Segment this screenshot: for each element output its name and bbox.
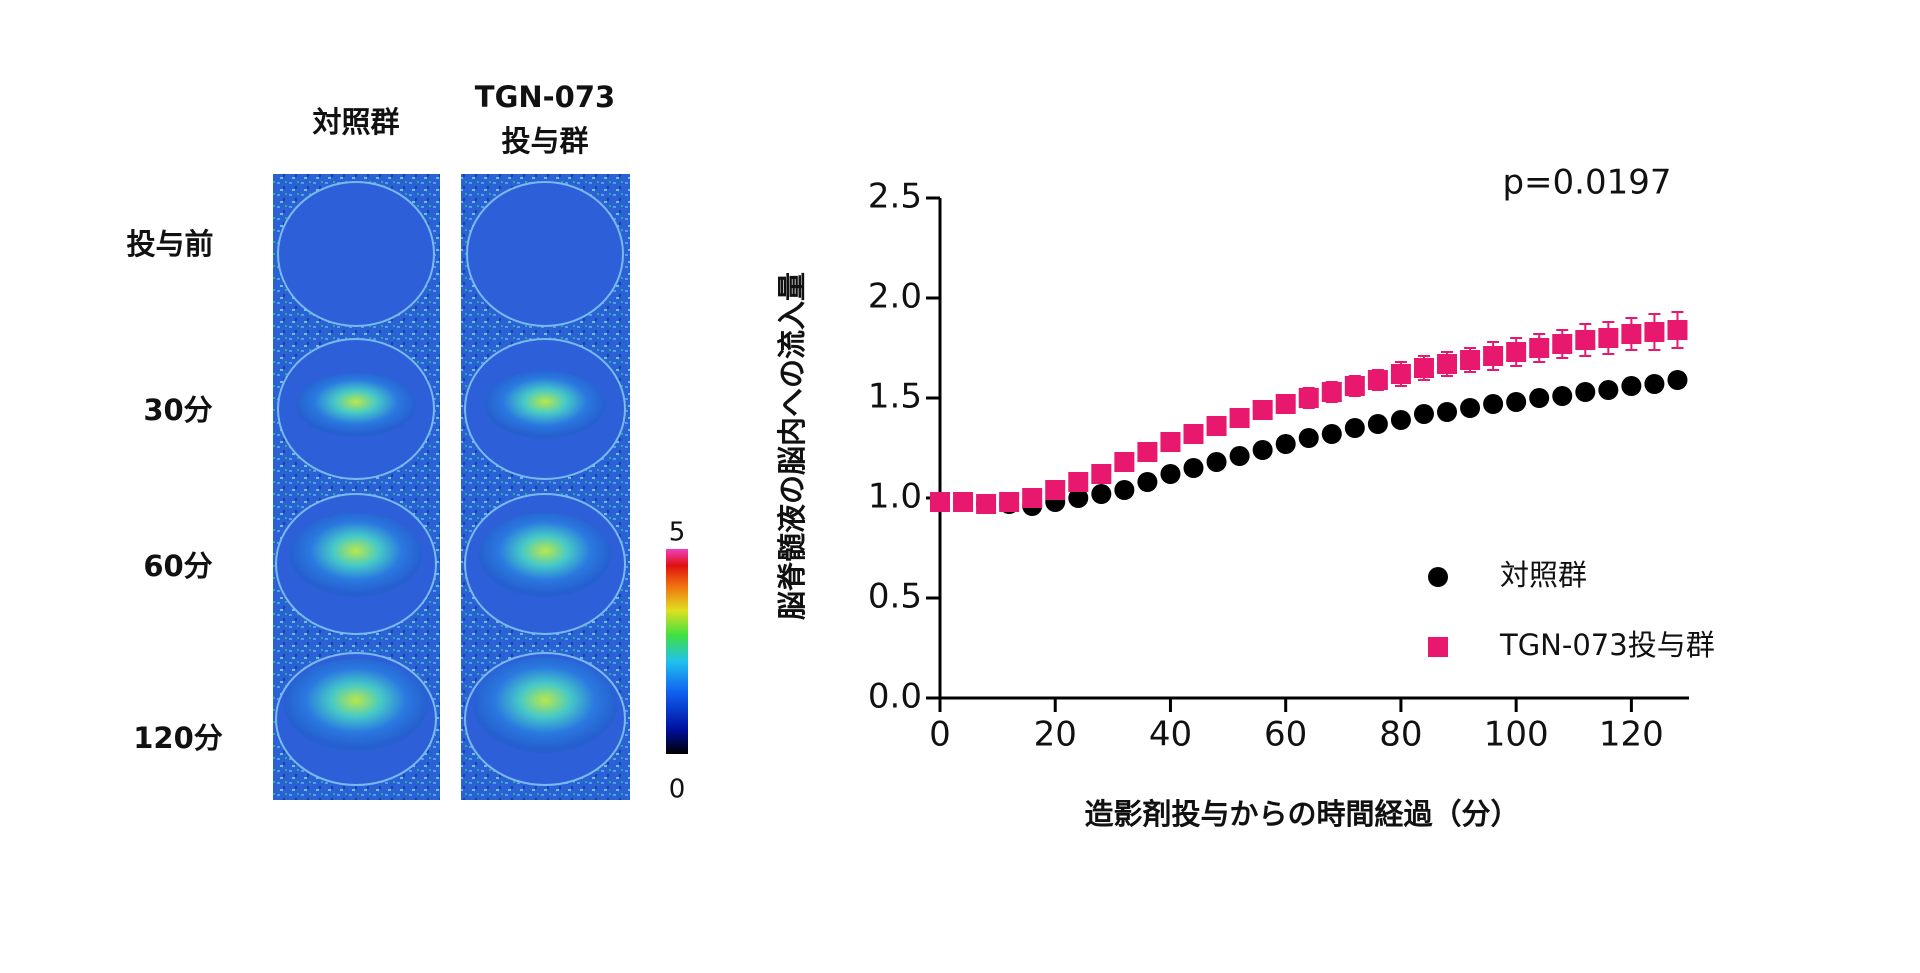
legend-label: TGN-073投与群 bbox=[1499, 628, 1715, 662]
data-point bbox=[1437, 402, 1458, 422]
data-point bbox=[1206, 452, 1227, 472]
data-point bbox=[1091, 464, 1112, 484]
data-point bbox=[1529, 338, 1550, 358]
data-point bbox=[1367, 414, 1388, 434]
data-point bbox=[1183, 424, 1204, 444]
data-point bbox=[1344, 418, 1365, 438]
x-axis-label: 造影剤投与からの時間経過（分） bbox=[1084, 797, 1519, 831]
x-tick-label: 120 bbox=[1599, 715, 1664, 755]
data-point bbox=[1183, 458, 1204, 478]
column-header: TGN-073 bbox=[475, 80, 615, 114]
data-point bbox=[1275, 434, 1296, 454]
data-point bbox=[1413, 358, 1434, 378]
data-point bbox=[1114, 480, 1135, 500]
data-point bbox=[1621, 376, 1642, 396]
data-point bbox=[1160, 432, 1181, 452]
x-tick-label: 40 bbox=[1149, 715, 1192, 755]
data-point bbox=[1506, 342, 1527, 362]
data-point bbox=[1252, 400, 1273, 420]
data-point bbox=[1022, 488, 1043, 508]
data-point bbox=[1298, 428, 1319, 448]
x-tick-label: 60 bbox=[1264, 715, 1307, 755]
y-tick-label: 2.5 bbox=[868, 177, 922, 217]
data-point bbox=[1413, 404, 1434, 424]
data-point bbox=[1390, 364, 1411, 384]
x-tick-label: 80 bbox=[1379, 715, 1422, 755]
data-point bbox=[1137, 472, 1158, 492]
y-tick-label: 2.0 bbox=[868, 277, 922, 317]
data-point bbox=[1252, 440, 1273, 460]
row-label: 投与前 bbox=[126, 227, 213, 261]
data-point bbox=[1644, 322, 1665, 342]
data-point bbox=[1344, 376, 1365, 396]
data-point bbox=[1552, 386, 1573, 406]
data-point bbox=[1229, 446, 1250, 466]
data-point bbox=[1460, 398, 1481, 418]
data-point bbox=[1598, 328, 1619, 348]
data-point bbox=[1321, 424, 1342, 444]
data-point bbox=[930, 492, 950, 512]
y-tick-label: 1.5 bbox=[868, 377, 922, 417]
legend-marker bbox=[1428, 637, 1448, 657]
legend-marker bbox=[1428, 567, 1448, 587]
chart: p=0.0197 脳脊髄液の脳内への流入量 造影剤投与からの時間経過（分） bbox=[775, 163, 1672, 832]
data-point bbox=[1390, 410, 1411, 430]
column-header: 投与群 bbox=[501, 124, 588, 158]
data-point bbox=[1667, 370, 1688, 390]
colorbar-label: 0 bbox=[669, 775, 686, 805]
data-point bbox=[999, 492, 1020, 512]
data-point bbox=[1506, 392, 1527, 412]
data-point bbox=[1575, 382, 1596, 402]
data-point bbox=[1275, 394, 1296, 414]
data-point bbox=[1644, 374, 1665, 394]
column-header: 対照群 bbox=[312, 105, 399, 139]
data-point bbox=[1437, 354, 1458, 374]
x-tick-label: 20 bbox=[1034, 715, 1077, 755]
data-point bbox=[1598, 380, 1619, 400]
data-point bbox=[1137, 442, 1158, 462]
data-point bbox=[1068, 488, 1089, 508]
x-tick-label: 100 bbox=[1484, 715, 1549, 755]
data-point bbox=[976, 494, 997, 514]
data-point bbox=[1045, 480, 1066, 500]
data-point bbox=[1321, 382, 1342, 402]
row-label: 60分 bbox=[143, 549, 212, 583]
data-point bbox=[1552, 334, 1573, 354]
y-tick-label: 0.5 bbox=[868, 577, 922, 617]
row-label: 120分 bbox=[133, 721, 223, 755]
data-point bbox=[1206, 416, 1227, 436]
data-point bbox=[1667, 320, 1688, 340]
legend-label: 対照群 bbox=[1500, 558, 1587, 592]
data-point bbox=[1483, 394, 1504, 414]
y-axis-label: 脳脊髄液の脳内への流入量 bbox=[775, 272, 809, 620]
data-point bbox=[1091, 484, 1112, 504]
x-tick-label: 0 bbox=[929, 715, 951, 755]
data-point bbox=[953, 492, 974, 512]
data-point bbox=[1460, 350, 1481, 370]
data-point bbox=[1229, 408, 1250, 428]
colorbar-label: 5 bbox=[669, 518, 686, 548]
data-point bbox=[1367, 370, 1388, 390]
data-point bbox=[1529, 388, 1550, 408]
y-tick-label: 1.0 bbox=[868, 477, 922, 517]
p-value: p=0.0197 bbox=[1502, 163, 1671, 203]
mri-images bbox=[273, 174, 688, 800]
data-point bbox=[1160, 464, 1181, 484]
y-tick-label: 0.0 bbox=[868, 677, 922, 717]
data-point bbox=[1621, 324, 1642, 344]
data-point bbox=[1298, 388, 1319, 408]
data-point bbox=[1483, 346, 1504, 366]
data-point bbox=[1114, 452, 1135, 472]
row-label: 30分 bbox=[143, 393, 212, 427]
data-point bbox=[1575, 330, 1596, 350]
data-point bbox=[1068, 472, 1089, 492]
